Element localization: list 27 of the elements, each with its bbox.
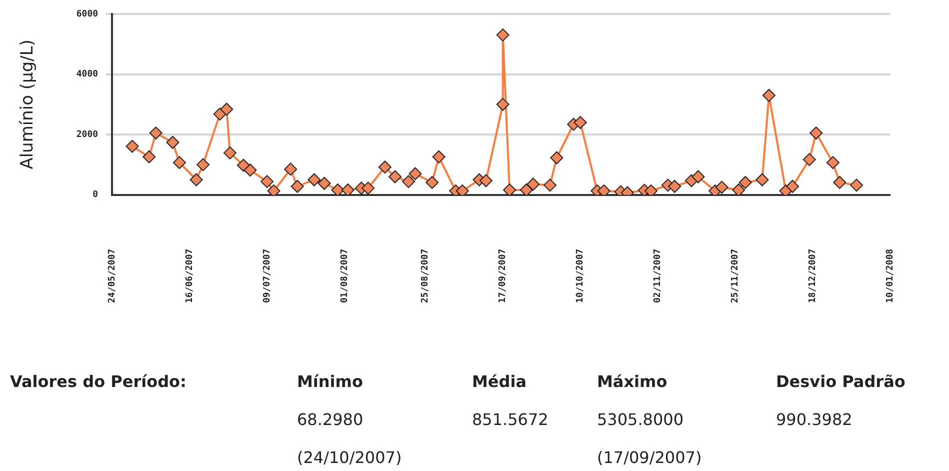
x-tick-label: 25/11/2007 (730, 248, 741, 304)
text: (17/09/2007) (597, 448, 702, 467)
y-tick-label: 2000 (76, 130, 98, 140)
x-tick-label: 10/10/2007 (576, 248, 586, 304)
text: 851.5672 (472, 410, 548, 429)
y-axis-title: Alumínio (µg/L) (18, 40, 38, 170)
x-tick-label: 25/08/2007 (420, 248, 431, 304)
text: Desvio Padrão (776, 372, 906, 391)
x-tick-label: 10/01/2008 (886, 248, 896, 304)
text: Valores do Período: (10, 372, 186, 391)
text: Média (472, 372, 527, 391)
text: Mínimo (297, 372, 363, 391)
x-tick-label: 18/12/2007 (808, 248, 818, 304)
x-tick-label: 17/09/2007 (498, 248, 508, 304)
x-tick-label: 02/11/2007 (653, 248, 664, 304)
text: 5305.8000 (597, 410, 684, 429)
x-tick-label: 01/08/2007 (340, 248, 350, 304)
x-tick-label: 16/06/2007 (184, 248, 195, 304)
x-tick-label: 24/05/2007 (107, 248, 118, 304)
text: Máximo (597, 372, 668, 391)
y-tick-label: 4000 (76, 70, 98, 80)
x-tick-label: 09/07/2007 (262, 248, 272, 304)
text: 68.2980 (297, 410, 364, 429)
y-tick-label: 6000 (76, 9, 98, 20)
y-tick-label: 0 (92, 190, 98, 200)
text: (24/10/2007) (297, 448, 402, 467)
text: 990.3982 (776, 410, 852, 429)
